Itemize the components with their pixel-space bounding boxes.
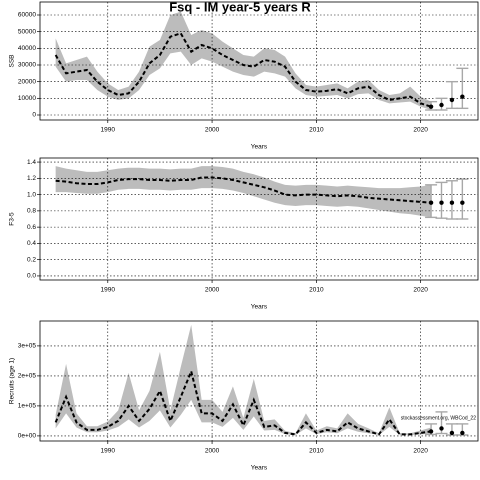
error-bar	[456, 178, 469, 220]
forecast-point	[439, 200, 444, 205]
y-tick-label: 1.2	[27, 175, 36, 182]
y-tick-label: 40000	[18, 45, 36, 52]
median-line	[55, 176, 432, 204]
x-tick-label: 1990	[101, 287, 116, 294]
x-tick-label: 1990	[101, 127, 116, 134]
y-tick-label: 0	[32, 112, 36, 119]
forecast-point	[460, 200, 465, 205]
x-tick-label: 1990	[101, 448, 116, 455]
error-bar	[445, 80, 458, 110]
y-axis-label: F3-5	[9, 212, 16, 226]
x-axis-label: Years	[251, 304, 268, 311]
plot-frame	[39, 1, 479, 121]
y-axis-label: Recruits (age 1)	[9, 358, 16, 404]
y-tick-label: 3e+05	[18, 343, 37, 350]
y-tick-label: 10000	[18, 95, 36, 102]
annotation: stockassessment.org, WBCod_22	[401, 416, 477, 422]
plot-frame	[39, 157, 479, 281]
x-tick-label: 2020	[413, 448, 428, 455]
x-tick-label: 2000	[205, 127, 220, 134]
forecast-point	[449, 430, 455, 436]
x-axis-label: Years	[251, 465, 268, 472]
y-tick-label: 2e+05	[18, 373, 37, 380]
y-axis-label: SSB	[9, 54, 16, 67]
y-tick-label: 1.4	[27, 159, 36, 166]
forecast-point	[439, 426, 444, 431]
plot-frame	[39, 320, 479, 442]
forecast-point	[428, 200, 434, 205]
x-tick-label: 2010	[309, 448, 324, 455]
confidence-band	[55, 11, 432, 111]
y-tick-label: 60000	[18, 12, 36, 19]
error-bar	[456, 67, 469, 110]
figure-title: Fsq - IM year-5 years R	[169, 0, 311, 14]
y-tick-label: 0e+00	[18, 433, 37, 440]
forecast-point	[460, 94, 465, 99]
x-tick-label: 2020	[413, 127, 428, 134]
forecast-point	[449, 200, 455, 205]
y-tick-label: 0.4	[27, 240, 36, 247]
forecast-point	[439, 102, 444, 108]
y-tick-label: 0.6	[27, 224, 36, 231]
confidence-band	[55, 166, 432, 218]
median-line	[54, 32, 432, 108]
x-tick-label: 2010	[309, 287, 324, 294]
y-tick-label: 1.0	[27, 191, 36, 198]
y-tick-label: 0.8	[27, 208, 36, 215]
median-line	[54, 368, 432, 436]
error-bar	[445, 180, 458, 220]
y-tick-label: 20000	[18, 78, 36, 85]
confidence-band	[55, 324, 432, 435]
forecast-point	[460, 430, 465, 436]
x-tick-label: 2020	[413, 287, 428, 294]
forecast-point	[428, 429, 434, 434]
y-tick-label: 1e+05	[18, 403, 37, 410]
forecast-point	[428, 104, 434, 109]
x-tick-label: 2010	[309, 127, 324, 134]
forecast-point	[449, 97, 455, 103]
x-axis-label: Years	[251, 144, 268, 151]
error-bar	[435, 181, 448, 219]
y-tick-label: 30000	[18, 62, 36, 69]
y-tick-label: 0.0	[27, 273, 36, 280]
y-tick-label: 50000	[18, 28, 36, 35]
y-tick-label: 0.2	[27, 256, 36, 263]
x-tick-label: 2000	[205, 448, 220, 455]
x-tick-label: 2000	[205, 287, 220, 294]
